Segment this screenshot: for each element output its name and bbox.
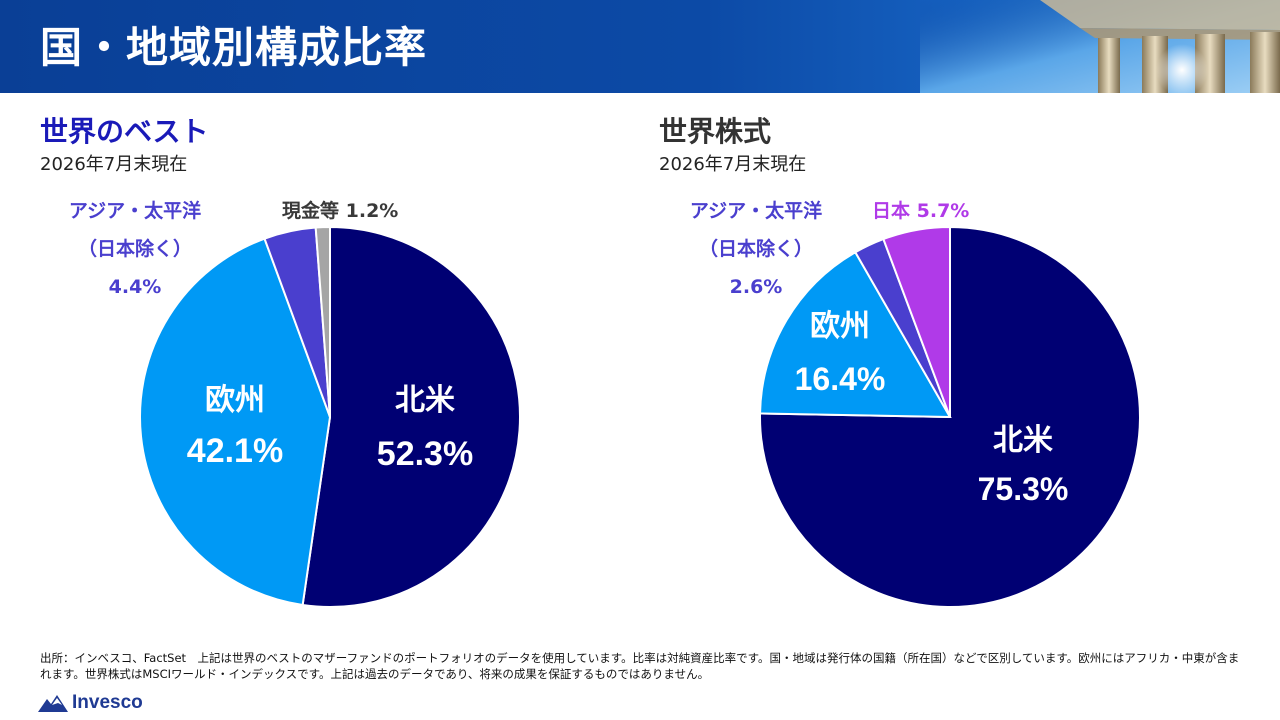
slice-value-label: 52.3% (377, 435, 473, 473)
callout-japan: 日本 5.7% (872, 192, 969, 230)
slice-value-label: 16.4% (795, 361, 886, 397)
pie-slice (882, 225, 951, 418)
pie-slice (759, 225, 1141, 608)
callout-value: 5.7% (916, 200, 970, 222)
brand-logo: Invesco (38, 692, 143, 714)
pie-charts: 北米 52.3% 欧州 42.1% 北米 75.3% 欧州 16.4% (139, 225, 1141, 608)
page-title: 国・地域別構成比率 (40, 23, 428, 72)
chart-subtitle: 2026年7月末現在 (659, 154, 807, 175)
callout-value: 1.2% (345, 200, 399, 222)
footnote: 出所：インベスコ、FactSet 上記は世界のベストのマザーファンドのポートフォ… (40, 651, 1240, 681)
pie-slice (139, 237, 332, 607)
callout-label: 現金等 (282, 200, 340, 222)
callout-value: 4.4% (108, 276, 162, 298)
chart-subtitle: 2026年7月末現在 (40, 154, 188, 175)
columns-image (920, 0, 1280, 93)
callout-cash: 現金等 1.2% (282, 192, 398, 230)
callout-label-line: アジア・太平洋 (68, 200, 202, 222)
callout-value: 2.6% (729, 276, 783, 298)
pie-slice (301, 225, 521, 608)
callout-label: 日本 (872, 200, 911, 222)
invesco-mountain-icon (38, 695, 68, 712)
brand-name: Invesco (72, 692, 143, 713)
callout-label-line: （日本除く） (698, 238, 813, 260)
slice-value-label: 42.1% (187, 432, 283, 470)
callout-label-line: アジア・太平洋 (689, 200, 823, 222)
slice-value-label: 75.3% (978, 471, 1069, 507)
chart-left: 世界のベスト 2026年7月末現在 (40, 112, 640, 178)
chart-right: 世界株式 2026年7月末現在 (659, 112, 1259, 178)
pie-slice (759, 250, 952, 419)
header-banner: 国・地域別構成比率 (0, 0, 1280, 93)
slice-label: 欧州 (205, 383, 265, 418)
chart-title: 世界のベスト (40, 115, 209, 148)
slice-label: 欧州 (810, 309, 870, 344)
callout-asia-pacific: アジア・太平洋 （日本除く） 2.6% (676, 192, 836, 306)
slice-label: 北米 (395, 383, 455, 418)
callout-asia-pacific: アジア・太平洋 （日本除く） 4.4% (55, 192, 215, 306)
slice-label: 北米 (993, 423, 1053, 458)
callout-label-line: （日本除く） (77, 238, 192, 260)
chart-title: 世界株式 (659, 115, 772, 148)
pie-slice (314, 225, 331, 418)
